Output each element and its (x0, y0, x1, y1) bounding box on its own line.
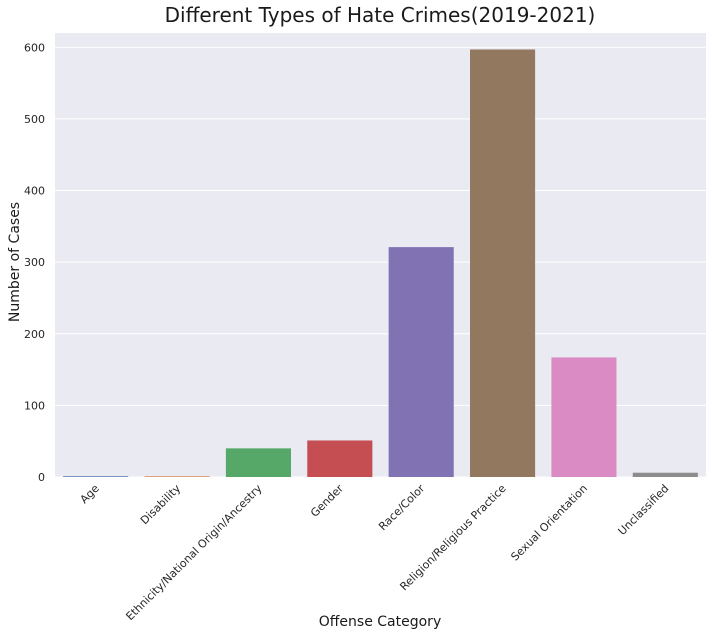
chart-title: Different Types of Hate Crimes(2019-2021… (165, 3, 596, 27)
x-tick-label: Gender (308, 482, 346, 520)
y-axis-label: Number of Cases (7, 202, 23, 322)
bar-race-color (388, 247, 454, 477)
y-tick-labels: 0 100 200 300 400 500 600 (24, 41, 45, 484)
y-tick-label: 500 (24, 113, 45, 126)
x-tick-label: Sexual Orientation (508, 482, 590, 564)
x-tick-label: Age (78, 482, 102, 506)
x-axis-label: Offense Category (319, 614, 441, 630)
y-tick-label: 400 (24, 185, 45, 198)
x-tick-label: Ethnicity/National Origin/Ancestry (123, 482, 264, 623)
bar-religion-religious-practice (470, 49, 536, 477)
bar-unclassified (632, 472, 698, 477)
y-tick-label: 200 (24, 328, 45, 341)
bar-ethnicity-national-origin-ancestry (225, 448, 291, 477)
x-tick-label: Race/Color (376, 482, 428, 534)
bar-gender (307, 440, 373, 477)
x-tick-label: Disability (138, 482, 184, 528)
y-tick-label: 600 (24, 41, 45, 54)
bar-disability (144, 476, 210, 477)
bar-age (63, 476, 129, 477)
y-tick-label: 300 (24, 256, 45, 269)
bars (63, 49, 698, 477)
y-tick-label: 100 (24, 399, 45, 412)
x-tick-label: Unclassified (616, 482, 672, 538)
y-tick-label: 0 (38, 471, 45, 484)
bar-sexual-orientation (551, 357, 617, 477)
